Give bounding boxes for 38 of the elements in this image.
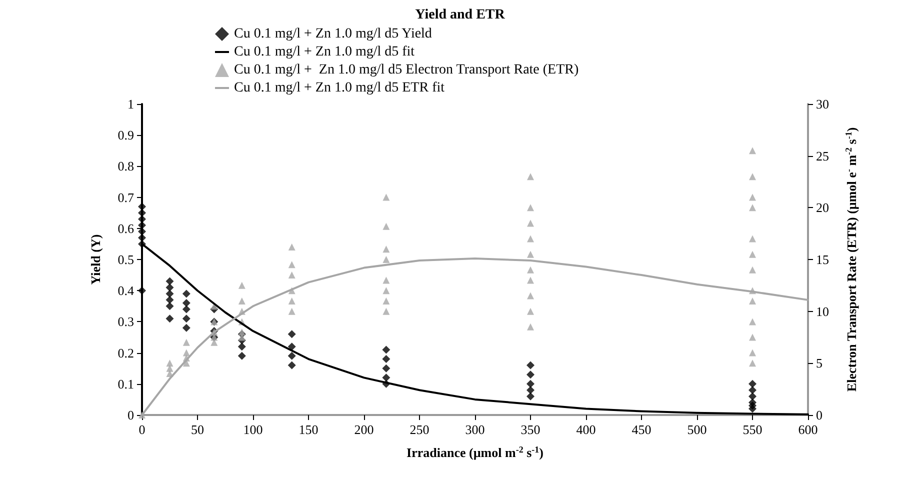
- x-tick-label: 550: [742, 422, 762, 437]
- x-tick-label: 0: [138, 422, 146, 437]
- y-tick-label: 0.1: [118, 376, 134, 392]
- legend-label: Cu 0.1 mg/l + Zn 1.0 mg/l d5 Electron Transport Rate (ETR): [234, 62, 579, 78]
- legend-label: Cu 0.1 mg/l + Zn 1.0 mg/l d5 ETR fit: [234, 80, 445, 96]
- x-tick-label: 200: [354, 422, 374, 437]
- x-tick-label: 450: [632, 422, 652, 437]
- legend-label: Cu 0.1 mg/l + Zn 1.0 mg/l d5 fit: [234, 44, 415, 60]
- y-tick-label: 0.9: [118, 128, 134, 143]
- x-tick-label: 100: [243, 422, 263, 437]
- legend-label: Cu 0.1 mg/l + Zn 1.0 mg/l d5 Yield: [234, 26, 432, 42]
- y2-tick-label: 30: [816, 96, 829, 112]
- y2-tick-label: 0: [816, 408, 822, 422]
- x-tick-label: 600: [798, 422, 818, 437]
- x-tick-label: 150: [298, 422, 318, 437]
- x-tick-label: 250: [410, 422, 430, 437]
- x-tick-label: 350: [520, 422, 540, 437]
- y-tick-label: 0: [128, 408, 134, 422]
- y-tick-label: 0.4: [118, 283, 134, 298]
- x-tick-label: 400: [576, 422, 596, 437]
- x-tick-label: 500: [687, 422, 707, 437]
- y-tick-label: 0.5: [118, 252, 134, 267]
- y-tick-label: 1: [128, 96, 134, 112]
- y2-tick-label: 15: [816, 252, 829, 267]
- y-tick-label: 0.3: [118, 314, 134, 330]
- y2-axis-title: Electron Transport Rate (ETR) (µmol e- m-2 s-1): [844, 127, 859, 392]
- y2-tick-label: 25: [816, 148, 829, 164]
- y-tick-label: 0.7: [118, 190, 134, 205]
- y-axis-title: Yield (Y): [88, 234, 103, 285]
- y-tick-label: 0.6: [118, 220, 134, 236]
- y2-tick-label: 10: [816, 304, 829, 319]
- y-tick-label: 0.2: [118, 345, 134, 360]
- y2-tick-label: 20: [816, 200, 829, 216]
- y2-tick-label: 5: [816, 356, 822, 371]
- chart-title: Yield and ETR: [415, 8, 506, 22]
- x-tick-label: 300: [465, 422, 485, 437]
- y-tick-label: 0.8: [118, 158, 134, 174]
- x-tick-label: 50: [191, 422, 204, 437]
